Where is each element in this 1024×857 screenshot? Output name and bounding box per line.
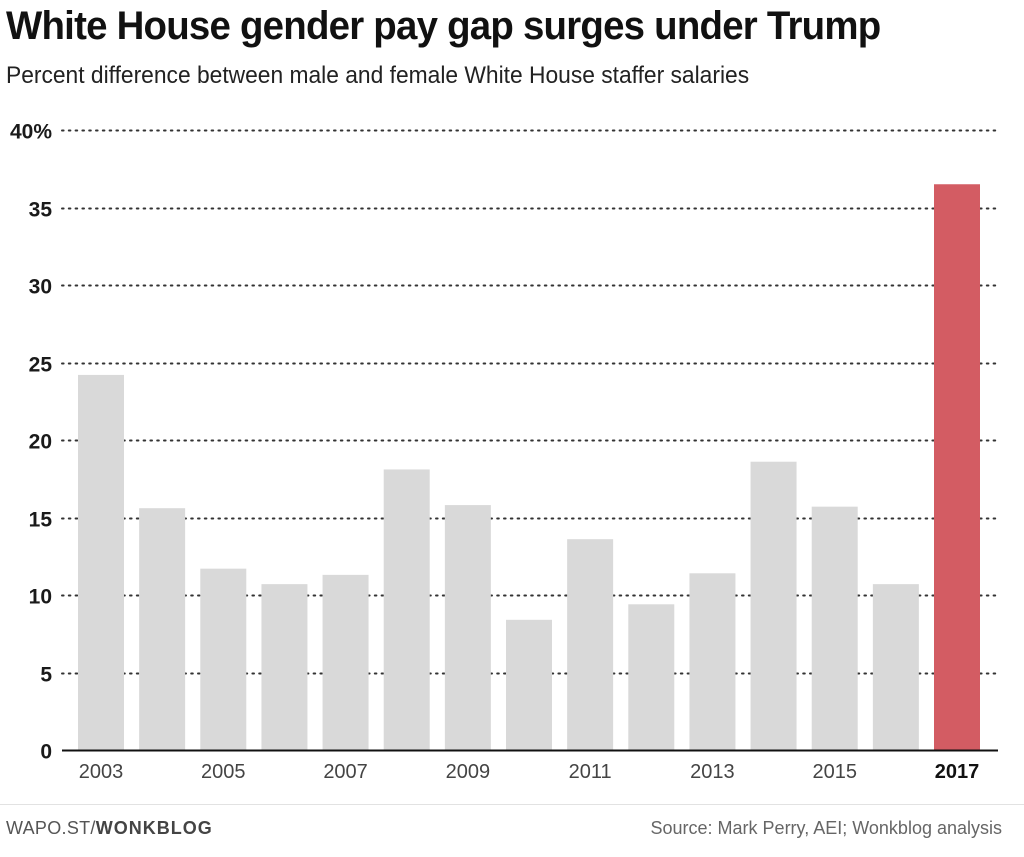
bar-2008 — [383, 469, 430, 750]
x-tick-label: 2003 — [79, 761, 124, 783]
bar-2006 — [261, 584, 308, 750]
bar-2017 — [934, 184, 980, 750]
bar-2010 — [506, 619, 552, 750]
brand-name: WONKBLOG — [95, 818, 213, 838]
footer-brand: WAPO.ST/WONKBLOG — [6, 818, 213, 839]
footer-divider — [0, 804, 1024, 805]
y-tick-label: 35 — [29, 199, 53, 222]
brand-prefix: WAPO.ST/ — [6, 818, 96, 838]
bar-2009 — [444, 505, 491, 750]
bars — [78, 184, 980, 750]
source-note: Source: Mark Perry, AEI; Wonkblog analys… — [650, 818, 1002, 838]
bar-2011 — [567, 539, 614, 750]
bar-2016 — [872, 584, 919, 750]
x-tick-label: 2015 — [812, 761, 857, 783]
y-tick-label: 40% — [10, 121, 52, 144]
x-axis-ticks: 2003 2005 2007 2009 2011 2013 2015 2017 — [79, 761, 980, 783]
y-tick-label: 20 — [29, 431, 52, 454]
chart-subtitle: Percent difference between male and fema… — [6, 62, 750, 89]
chart-title: White House gender pay gap surges under … — [6, 4, 881, 48]
bar-2013 — [689, 573, 736, 750]
x-tick-label: 2013 — [690, 761, 735, 783]
bar-2015 — [811, 506, 858, 750]
x-tick-label: 2005 — [201, 761, 246, 783]
bar-2014 — [750, 461, 797, 750]
bar-2004 — [139, 508, 186, 750]
y-tick-label: 30 — [29, 276, 52, 299]
x-tick-label: 2017 — [935, 761, 980, 783]
x-tick-label: 2009 — [446, 761, 491, 783]
y-tick-label: 0 — [40, 741, 52, 764]
y-tick-label: 5 — [40, 664, 52, 687]
y-tick-label: 10 — [29, 586, 52, 609]
y-tick-label: 15 — [29, 509, 53, 532]
bar-2012 — [628, 604, 675, 750]
bar-2003 — [78, 374, 124, 750]
bar-2005 — [200, 568, 247, 750]
y-axis-ticks: 0 5 10 15 20 25 30 35 40% — [10, 121, 52, 764]
x-tick-label: 2007 — [323, 761, 368, 783]
y-tick-label: 25 — [29, 354, 53, 377]
bar-2007 — [322, 574, 369, 750]
x-tick-label: 2011 — [569, 761, 612, 783]
